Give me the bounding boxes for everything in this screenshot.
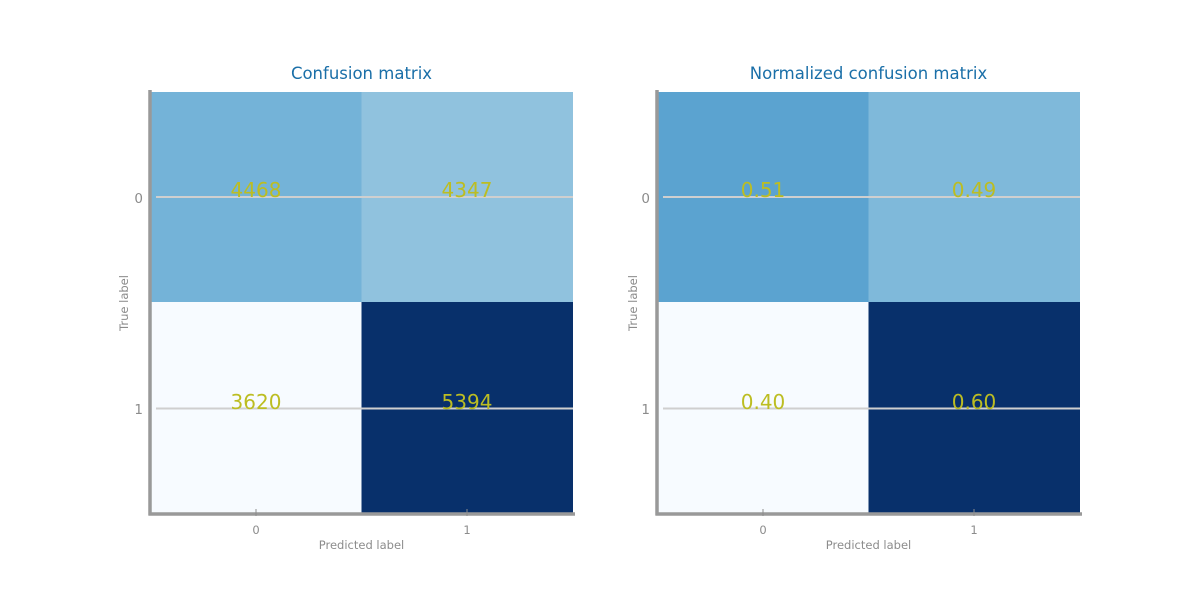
x-tick-label-1: 1 — [970, 523, 977, 537]
axis-spines — [148, 90, 575, 516]
y-tick-label-1: 1 — [134, 402, 143, 418]
grid-lines — [156, 196, 573, 410]
cell-value-1-1: 0.60 — [952, 390, 997, 414]
cell-value-0-1: 4347 — [442, 178, 493, 202]
cell-value-0-1: 0.49 — [952, 178, 997, 202]
x-axis-label: Predicted label — [319, 538, 404, 552]
x-tick-label-1: 1 — [463, 523, 470, 537]
y-axis-label: True label — [117, 275, 131, 332]
heatmap-cells — [657, 92, 1080, 514]
heatmap-cells — [150, 92, 573, 514]
chart-title: Normalized confusion matrix — [750, 64, 988, 83]
y-axis-label: True label — [626, 275, 640, 332]
x-ticks: 0 1 — [759, 509, 978, 537]
cell-value-1-1: 5394 — [442, 390, 493, 414]
chart-title: Confusion matrix — [291, 64, 432, 83]
cell-values: 0.51 0.49 0.40 0.60 — [741, 178, 997, 414]
confusion-matrix-chart: Confusion matrix 4468 4347 3620 5394 0 1 — [117, 64, 575, 552]
x-ticks: 0 1 — [252, 509, 471, 537]
x-axis-label: Predicted label — [826, 538, 911, 552]
cell-value-1-0: 0.40 — [741, 390, 786, 414]
y-tick-label-0: 0 — [641, 191, 650, 207]
x-tick-label-0: 0 — [252, 523, 259, 537]
y-ticks: 0 1 — [134, 191, 143, 418]
cell-value-1-0: 3620 — [231, 390, 282, 414]
cell-values: 4468 4347 3620 5394 — [231, 178, 493, 414]
grid-lines — [663, 196, 1080, 410]
x-tick-label-0: 0 — [759, 523, 766, 537]
normalized-confusion-matrix-chart: Normalized confusion matrix 0.51 0.49 0.… — [626, 64, 1082, 552]
axis-spines — [655, 90, 1082, 516]
cell-value-0-0: 0.51 — [741, 178, 786, 202]
y-ticks: 0 1 — [641, 191, 650, 418]
cell-value-0-0: 4468 — [231, 178, 282, 202]
y-tick-label-1: 1 — [641, 402, 650, 418]
y-tick-label-0: 0 — [134, 191, 143, 207]
